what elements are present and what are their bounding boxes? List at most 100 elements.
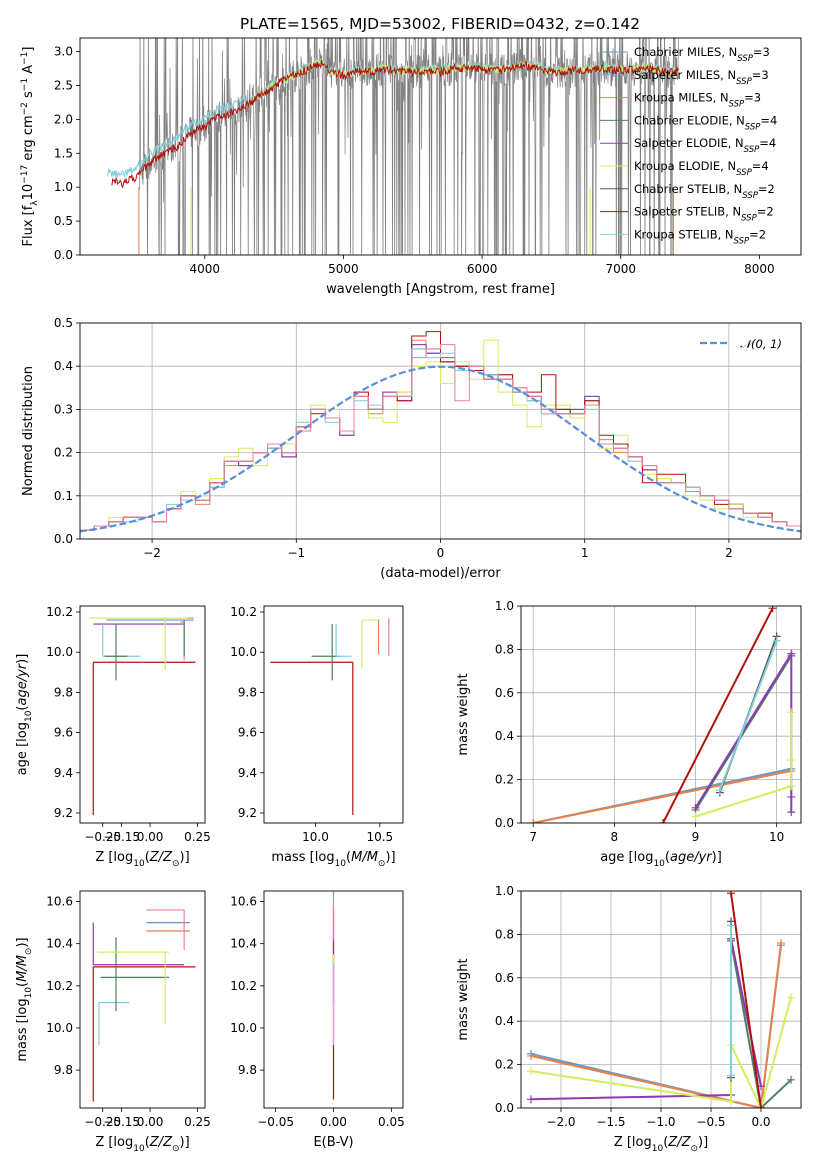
- y-tick-label: 0.6: [495, 686, 514, 700]
- x-tick-label: −0.05: [257, 1115, 294, 1129]
- data-point-marker: [787, 708, 796, 717]
- y-tick-label: 9.6: [54, 726, 73, 740]
- y-tick-label: 2.5: [54, 78, 73, 92]
- y-axis-label: Normed distribution: [21, 366, 36, 496]
- data-point-marker: [777, 939, 785, 948]
- panels: Chabrier MILES, NSSP=3 Salpeter MILES, NS…: [15, 37, 802, 1154]
- y-tick-label: 9.4: [238, 766, 257, 780]
- x-tick-label: 4000: [190, 262, 221, 276]
- x-tick-label: 0.0: [751, 1115, 770, 1129]
- plot-area: [270, 618, 390, 815]
- series-line: [715, 636, 781, 795]
- data-point-marker: [527, 1067, 535, 1076]
- y-tick-label: 10.2: [46, 979, 73, 993]
- data-point-marker: [787, 792, 796, 801]
- y-tick-label: 0.5: [54, 214, 73, 228]
- errorbar-point: [100, 937, 170, 1012]
- figure-title: PLATE=1565, MJD=53002, FIBERID=0432, z=0…: [240, 15, 640, 33]
- errorbar-point: [146, 909, 185, 950]
- legend: Chabrier MILES, NSSP=3 Salpeter MILES, NS…: [600, 45, 777, 246]
- data-point-marker: [787, 993, 795, 1002]
- data-point-marker: [527, 1095, 535, 1104]
- x-tick-label: 8000: [744, 262, 775, 276]
- plot-area: [107, 38, 680, 255]
- y-tick-label: 9.8: [54, 1063, 73, 1077]
- errorbar-point: [92, 661, 196, 815]
- errorbar-point: [89, 617, 188, 671]
- x-axis-label: Z [log10(Z/Z⊙)]: [95, 850, 189, 869]
- panel-mass_vs_ebv: −0.05 0.00 0.05 9.8 10.0 10.2 10.4 10.6 E(B-V): [230, 890, 405, 1150]
- x-tick-label: 1: [581, 546, 589, 560]
- y-axis-label: mass weight: [456, 958, 471, 1040]
- axes-frame: [263, 605, 404, 824]
- errorbar-point: [102, 624, 141, 657]
- series-path: [533, 769, 792, 823]
- y-tick-label: 10.0: [230, 1021, 257, 1035]
- y-tick-label: 0.2: [495, 773, 514, 787]
- panel-massweight_vs_age: 7 8 9 10 0.0 0.2 0.4 0.6 0.8 1.0 age [log10(age/yr…: [456, 599, 802, 869]
- x-tick-label: 5000: [328, 262, 359, 276]
- y-tick-label: 10.2: [46, 605, 73, 619]
- legend-entry: Chabrier MILES, NSSP=3: [634, 45, 770, 64]
- x-tick-label: −2.0: [546, 1115, 575, 1129]
- data-point-marker: [787, 1075, 795, 1084]
- x-tick-label: 0.00: [137, 830, 164, 844]
- panel-residuals: 𝒩(0, 1) −2 −1 0 1 2 0.0 0.1 0.2 0.3 0.4 0.5 (data-mo…: [21, 316, 802, 581]
- y-tick-label: 10.6: [46, 895, 73, 909]
- x-axis-label: (data-model)/error: [380, 566, 501, 581]
- data-point-marker: [787, 649, 796, 658]
- y-tick-label: 9.6: [238, 726, 257, 740]
- panel-massweight_vs_Z: −2.0 −1.5 −1.0 −0.5 0.0 0.0 0.2 0.4 0.6 0.8 1.0 Z […: [456, 884, 802, 1154]
- errorbar-point: [104, 624, 128, 681]
- plot-area: [80, 323, 801, 539]
- y-axis-label: Flux [fλ10−17 erg cm−2 s−1 A−1]: [20, 47, 40, 247]
- errorbar-point: [98, 1002, 130, 1045]
- data-point-marker: [727, 1097, 735, 1106]
- y-tick-label: 2.0: [54, 112, 73, 126]
- x-axis-label: Z [log10(Z/Z⊙)]: [95, 1135, 189, 1154]
- x-tick-label: −2: [143, 546, 161, 560]
- x-tick-label: −1.5: [596, 1115, 625, 1129]
- x-tick-label: 0.25: [184, 830, 211, 844]
- y-axis-label: mass [log10(M/M⊙)]: [15, 937, 34, 1061]
- legend-entry: Salpeter MILES, NSSP=3: [634, 68, 769, 87]
- y-tick-label: 0.4: [54, 359, 73, 373]
- y-tick-label: 10.6: [230, 895, 257, 909]
- y-tick-label: 1.0: [495, 884, 514, 898]
- data-point-marker: [787, 756, 796, 765]
- data-point-marker: [787, 808, 796, 817]
- x-axis-label: mass [log10(M/M⊙)]: [271, 850, 395, 869]
- y-tick-label: 10.2: [230, 605, 257, 619]
- y-tick-label: 0.3: [54, 402, 73, 416]
- x-tick-label: 10.5: [366, 830, 393, 844]
- normal-curve: [80, 365, 801, 533]
- y-tick-label: 9.8: [54, 685, 73, 699]
- y-tick-label: 0.4: [495, 729, 514, 743]
- x-tick-label: −0.5: [696, 1115, 725, 1129]
- series-line: [529, 764, 796, 823]
- y-tick-label: 0.8: [495, 642, 514, 656]
- series-path: [730, 893, 762, 1108]
- axes-frame: [79, 37, 802, 256]
- x-axis-label: age [log10(age/yr)]: [600, 850, 722, 869]
- y-tick-label: 9.2: [238, 806, 257, 820]
- y-tick-label: 0.8: [495, 927, 514, 941]
- data-point-marker: [727, 1071, 735, 1080]
- series-path: [694, 655, 793, 811]
- data-point-marker: [772, 636, 781, 645]
- errorbar-point: [335, 624, 352, 657]
- x-tick-label: 6000: [467, 262, 498, 276]
- y-tick-label: 1.0: [54, 180, 73, 194]
- x-tick-label: 2: [725, 546, 733, 560]
- y-tick-label: 1.5: [54, 146, 73, 160]
- x-tick-label: −0.25: [84, 830, 121, 844]
- y-tick-label: 0.0: [495, 816, 514, 830]
- data-point-marker: [691, 803, 700, 812]
- data-point-marker: [527, 1051, 535, 1060]
- x-tick-label: 0.05: [378, 1115, 405, 1129]
- x-axis-label: E(B-V): [313, 1135, 353, 1150]
- x-tick-label: 7000: [605, 262, 636, 276]
- y-axis-label: mass weight: [456, 673, 471, 755]
- errorbar-point: [311, 624, 340, 681]
